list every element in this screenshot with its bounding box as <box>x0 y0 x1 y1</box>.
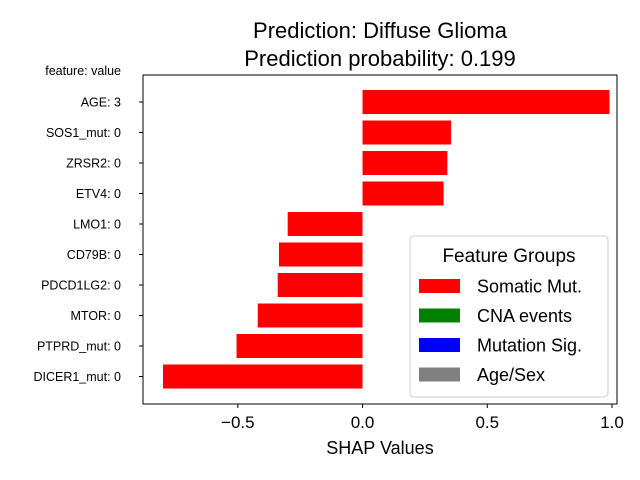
x-tick-label: 0.0 <box>351 413 375 432</box>
x-tick-label: 0.5 <box>475 413 499 432</box>
x-tick-label: 1.0 <box>600 413 624 432</box>
legend-swatch <box>419 279 460 293</box>
legend-swatch <box>419 367 460 382</box>
bar-9 <box>162 364 363 389</box>
legend-label: Somatic Mut. <box>477 277 582 297</box>
bar-4 <box>287 212 363 236</box>
bar-0 <box>362 90 610 114</box>
bars-group <box>162 90 610 389</box>
chart-title-line-1: Prediction: Diffuse Glioma <box>253 18 508 43</box>
x-tick-label: −0.5 <box>221 413 255 432</box>
bar-8 <box>236 334 363 358</box>
y-tick-label: ZRSR2: 0 <box>66 157 121 171</box>
legend-label: Age/Sex <box>477 365 545 385</box>
y-tick-label: MTOR: 0 <box>71 309 122 323</box>
legend-label: Mutation Sig. <box>477 336 582 356</box>
bar-3 <box>362 181 444 206</box>
legend-title: Feature Groups <box>442 246 575 267</box>
y-tick-label: DICER1_mut: 0 <box>33 370 121 384</box>
bar-2 <box>362 151 448 175</box>
bar-7 <box>257 303 363 328</box>
bar-5 <box>278 242 363 267</box>
legend-swatch <box>419 308 460 323</box>
legend: Feature Groups Somatic Mut. CNA events Mut… <box>409 235 609 398</box>
y-tick-label: PDCD1LG2: 0 <box>41 279 121 293</box>
legend-swatch <box>419 338 460 352</box>
y-ticks-group: AGE: 3 SOS1_mut: 0 ZRSR2: 0 ETV4: 0 LMO1: 0 C… <box>33 96 143 384</box>
plot-frame <box>142 74 618 405</box>
x-axis-label: SHAP Values <box>326 438 433 458</box>
legend-entries: Somatic Mut. CNA events Mutation Sig. Age/S… <box>419 277 582 385</box>
y-tick-label: LMO1: 0 <box>73 218 121 232</box>
y-tick-label: SOS1_mut: 0 <box>46 126 121 140</box>
bar-6 <box>277 273 363 297</box>
y-tick-label: AGE: 3 <box>81 96 121 110</box>
y-axis-header: feature: value <box>45 64 121 78</box>
y-tick-label: PTPRD_mut: 0 <box>37 340 121 354</box>
legend-label: CNA events <box>477 306 572 326</box>
y-tick-label: ETV4: 0 <box>76 187 121 201</box>
y-tick-label: CD79B: 0 <box>67 248 121 262</box>
legend-box <box>409 235 609 398</box>
x-ticks-group: −0.5 0.0 0.5 1.0 <box>221 404 624 432</box>
bar-1 <box>362 120 452 145</box>
chart-title-line-2: Prediction probability: 0.199 <box>244 46 516 71</box>
